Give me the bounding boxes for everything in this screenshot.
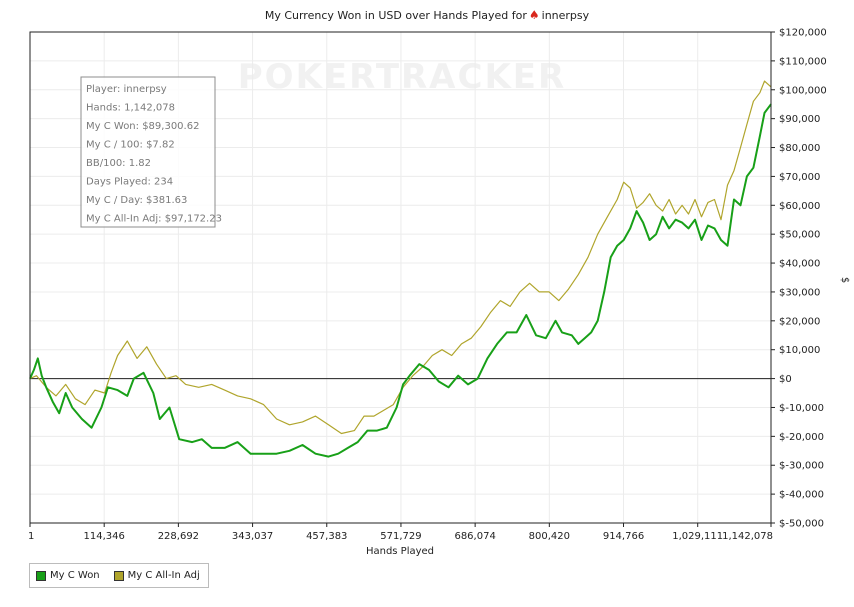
stats-line: My C All-In Adj: $97,172.23 [86,214,222,225]
y-tick-label: $120,000 [779,28,827,39]
legend-item[interactable]: My C Won [36,570,100,581]
y-tick-label: $20,000 [779,316,820,327]
y-tick-label: $-50,000 [779,519,824,530]
x-tick-label: 914,766 [603,531,644,542]
y-tick-label: $10,000 [779,345,820,356]
x-tick-label: 686,074 [454,531,495,542]
legend-label: My C All-In Adj [127,570,200,581]
stats-line: My C Won: $89,300.62 [86,121,199,132]
y-tick-label: $0 [779,374,792,385]
y-tick-label: $100,000 [779,85,827,96]
spade-icon: ♠ [528,8,540,22]
legend-item[interactable]: My C All-In Adj [113,570,200,581]
y-axis-label: $ [839,277,850,283]
x-tick-label: 800,420 [529,531,570,542]
watermark: POKERTRACKER [238,57,566,97]
y-tick-label: $30,000 [779,287,820,298]
y-tick-label: $-40,000 [779,490,824,501]
stats-box-frame [80,76,216,228]
x-tick-label: 457,383 [306,531,347,542]
x-axis: 1 114,346 228,692 343,037 457,383 571,729 686,… [28,523,773,542]
y-tick-label: $-30,000 [779,461,824,472]
series-line-my-c-all-in-adj [29,80,772,435]
x-tick-label: 1,142,078 [722,531,773,542]
stats-line: BB/100: 1.82 [86,158,151,169]
y-tick-label: $-20,000 [779,432,824,443]
x-tick-label: 228,692 [158,531,199,542]
y-tick-label: $110,000 [779,56,827,67]
legend-label: My C Won [50,570,100,581]
x-tick-label: 1 [28,531,34,542]
stats-box: Player: innerpsy Hands: 1,142,078 My C Won… [80,76,222,228]
series-layer [29,80,772,458]
y-tick-label: $60,000 [779,201,820,212]
stats-line: My C / Day: $381.63 [86,195,187,206]
legend-swatch [113,570,124,581]
y-tick-label: $50,000 [779,230,820,241]
x-tick-label: 343,037 [232,531,273,542]
x-tick-label: 114,346 [84,531,125,542]
y-tick-label: $70,000 [779,172,820,183]
x-tick-label: 571,729 [380,531,421,542]
legend-swatch [36,570,46,581]
stats-line: Player: innerpsy [86,84,167,95]
y-axis: $-50,000 $-40,000 $-30,000 $-20,000 $-10,000… [771,28,827,530]
series-line-my-c-won [29,103,772,458]
stats-line: Hands: 1,142,078 [86,103,175,114]
y-tick-label: $-10,000 [779,403,824,414]
x-tick-label: 1,029,111 [672,531,723,542]
stats-line: Days Played: 234 [86,177,173,188]
y-tick-label: $40,000 [779,259,820,270]
chart-title: My Currency Won in USD over Hands Played… [0,8,854,22]
y-tick-label: $90,000 [779,114,820,125]
x-axis-label: Hands Played [366,546,434,557]
chart-title-text: My Currency Won in USD over Hands Played… [264,9,527,22]
legend: My C Won My C All-In Adj [29,563,209,588]
y-tick-label: $80,000 [779,143,820,154]
chart-title-player: innerpsy [541,9,590,22]
stats-line: My C / 100: $7.82 [86,140,175,151]
